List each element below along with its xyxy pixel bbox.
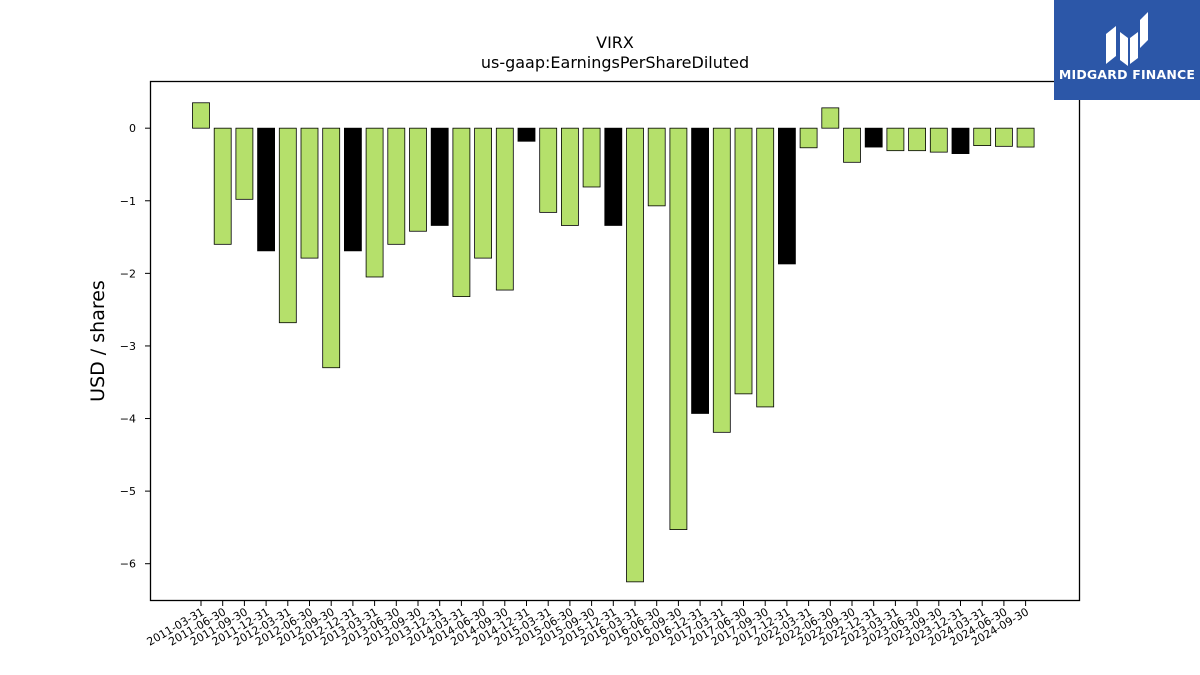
- bar: [864, 127, 883, 148]
- bar: [213, 127, 232, 245]
- bar: [799, 127, 818, 149]
- bar: [691, 127, 709, 414]
- y-tick-label: −5: [120, 485, 136, 498]
- bar: [734, 127, 753, 395]
- bar: [474, 127, 493, 259]
- bar: [951, 127, 970, 154]
- bar: [235, 127, 254, 200]
- y-tick-label: −4: [120, 413, 136, 426]
- bar: [1016, 127, 1035, 148]
- bar: [582, 127, 601, 188]
- bar: [647, 127, 666, 207]
- y-tick-label: −2: [120, 267, 136, 280]
- bar: [257, 127, 276, 252]
- brand-logo: MIDGARD FINANCE: [1054, 0, 1200, 100]
- y-tick-label: 0: [129, 122, 136, 135]
- bar: [452, 127, 471, 297]
- bar: [192, 102, 210, 129]
- brand-name: MIDGARD FINANCE: [1058, 67, 1196, 82]
- y-tick-label: −1: [120, 195, 136, 208]
- bar: [278, 127, 297, 324]
- bar: [995, 127, 1013, 147]
- bar: [343, 127, 362, 252]
- bar: [561, 127, 579, 226]
- bar: [322, 127, 341, 369]
- bar: [669, 127, 688, 530]
- bar: [886, 127, 905, 152]
- bar: [517, 127, 536, 142]
- bar: [604, 127, 623, 226]
- bar: [712, 127, 731, 433]
- bar: [300, 127, 319, 259]
- bar: [929, 127, 948, 153]
- chart-subtitle: us-gaap:EarningsPerShareDiluted: [481, 53, 749, 72]
- bar: [821, 107, 840, 129]
- bar: [973, 127, 992, 146]
- bar: [430, 127, 449, 226]
- y-tick-label: −3: [120, 340, 136, 353]
- y-axis: 0 −1 −2 −3 −4 −5 −6: [120, 122, 151, 571]
- x-axis: 2011-03-312011-06-302011-09-302011-12-31…: [145, 600, 1031, 649]
- bar: [626, 127, 644, 583]
- midgard-logo-icon: [1106, 12, 1148, 66]
- bar: [387, 127, 406, 245]
- bar: [778, 127, 796, 265]
- plot-frame: [149, 80, 1081, 602]
- bar: [365, 127, 384, 278]
- bar: [495, 127, 514, 291]
- bar: [539, 127, 558, 213]
- y-tick-label: −6: [120, 558, 136, 571]
- y-axis-label: USD / shares: [87, 280, 109, 402]
- bar: [843, 127, 861, 163]
- chart-title: VIRX: [596, 33, 634, 52]
- bars-layer: [192, 102, 1035, 583]
- bar: [756, 127, 775, 408]
- bar: [409, 127, 427, 232]
- bar: [908, 127, 926, 152]
